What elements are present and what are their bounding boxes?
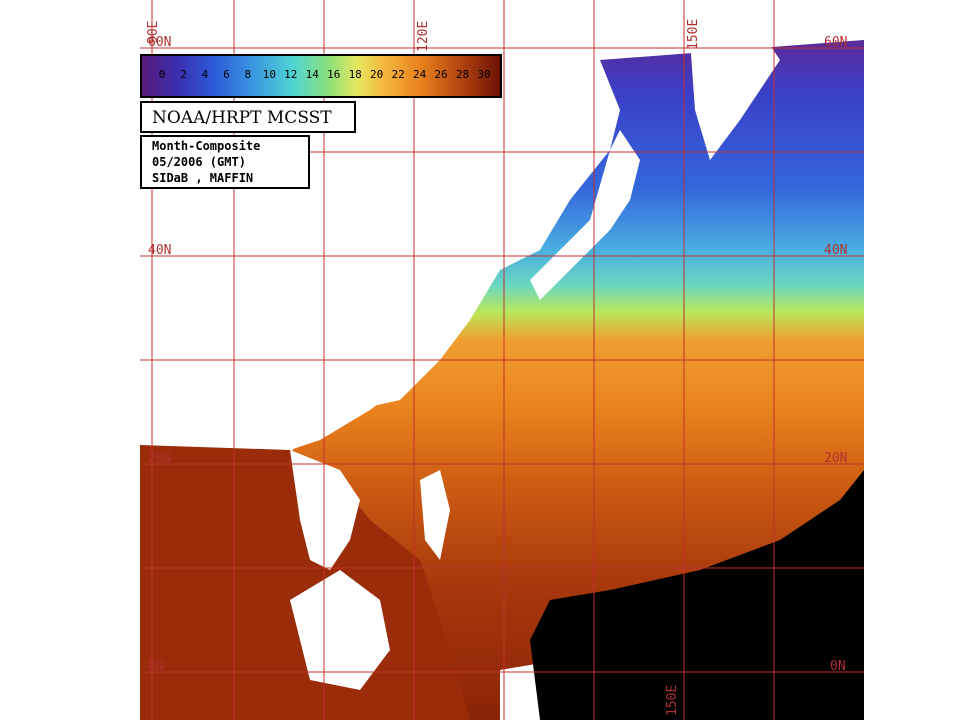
colorbar-tick-label: 8 — [244, 68, 252, 81]
lat-label-60n-right: 60N — [824, 35, 848, 50]
land-philippines — [420, 470, 450, 560]
lat-label-40n-right: 40N — [824, 243, 848, 258]
sst-map-image — [140, 0, 864, 720]
lon-label-90e-top: 90E — [146, 20, 161, 44]
info-box: Month-Composite 05/2006 (GMT) SIDaB , MA… — [140, 135, 310, 189]
lon-label-150e-top: 150E — [686, 18, 701, 50]
colorbar-ticks: 0 2 4 6 8 10 12 14 16 18 20 22 24 26 28 30 — [142, 68, 500, 84]
colorbar-tick-label: 18 — [348, 68, 362, 81]
land-japan — [530, 130, 640, 300]
lat-label-20n-right: 20N — [824, 451, 848, 466]
product-label: NOAA/HRPT MCSST — [140, 101, 356, 133]
colorbar-tick-label: 12 — [284, 68, 298, 81]
no-data-region — [530, 470, 864, 720]
sst-map: 60N 40N 20N 0N 60N 40N 20N 0N 90E 120E 1… — [140, 0, 864, 720]
land-borneo — [290, 570, 390, 690]
colorbar-tick-label: 10 — [262, 68, 276, 81]
land-kamchatka — [690, 30, 780, 160]
lon-label-150e-bottom: 150E — [665, 684, 680, 716]
lat-label-0n-right: 0N — [830, 659, 846, 674]
colorbar-tick-label: 20 — [370, 68, 384, 81]
colorbar-tick-label: 4 — [201, 68, 209, 81]
colorbar-tick-label: 6 — [223, 68, 230, 81]
colorbar-tick-label: 26 — [434, 68, 448, 81]
sst-colorbar: 0 2 4 6 8 10 12 14 16 18 20 22 24 26 28 30 — [140, 54, 502, 98]
colorbar-tick-label: 0 — [158, 68, 166, 81]
lat-label-60n-left: 60N — [148, 35, 172, 50]
lon-label-120e-top: 120E — [416, 20, 431, 52]
composite-type: Month-Composite — [152, 139, 261, 153]
colorbar-tick-label: 30 — [477, 68, 491, 81]
colorbar-tick-label: 24 — [412, 68, 427, 81]
composite-date: 05/2006 (GMT) — [152, 155, 246, 169]
colorbar-tick-label: 2 — [180, 68, 187, 81]
land-indochina — [290, 450, 360, 570]
colorbar-tick-label: 14 — [305, 68, 319, 81]
colorbar-tick-label: 16 — [327, 68, 341, 81]
data-source: SIDaB , MAFFIN — [152, 171, 254, 185]
lat-label-0n-left: 0N — [148, 659, 164, 674]
colorbar-tick-label: 28 — [455, 68, 470, 81]
colorbar-tick-label: 22 — [391, 68, 405, 81]
lat-label-20n-left: 20N — [148, 451, 172, 466]
lat-label-40n-left: 40N — [148, 243, 172, 258]
